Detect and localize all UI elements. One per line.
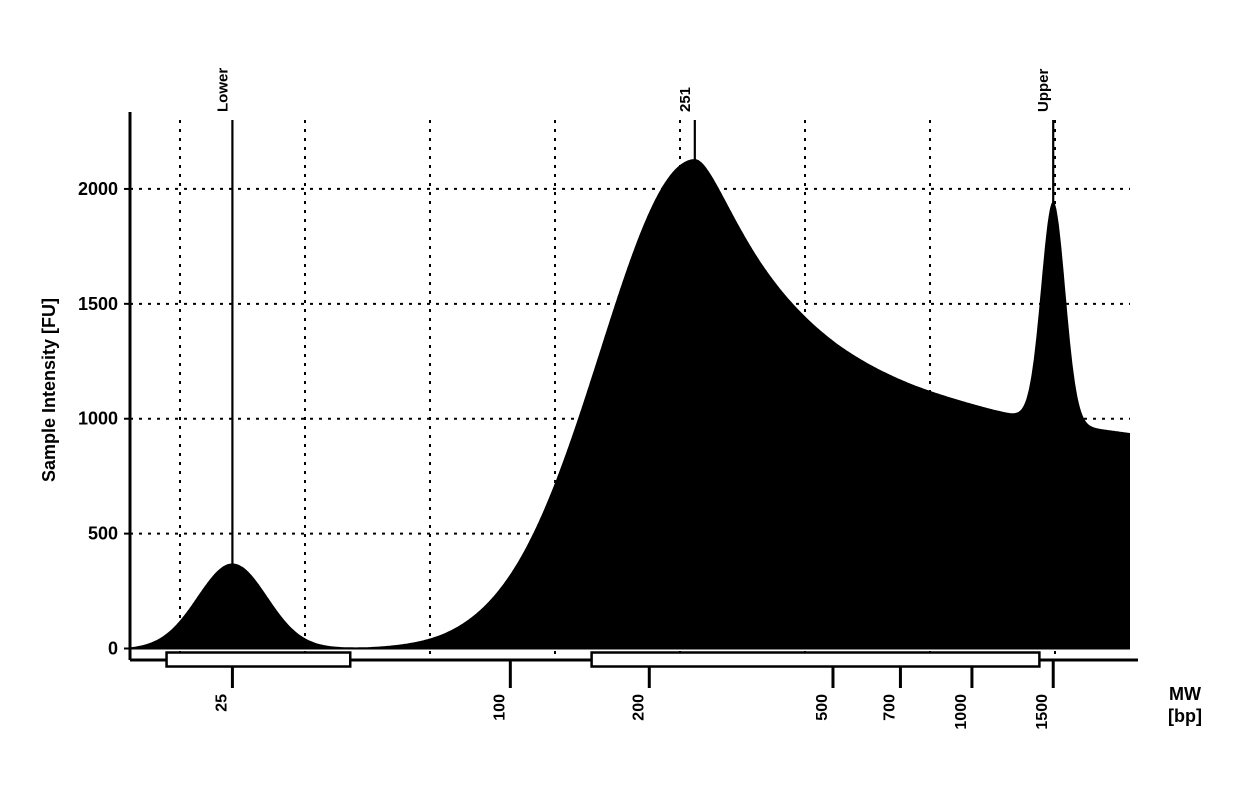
svg-text:1000: 1000 [78,409,118,429]
x-axis-label-1: MW [1169,684,1201,704]
svg-text:200: 200 [630,694,647,721]
svg-text:500: 500 [814,694,831,721]
svg-text:700: 700 [881,694,898,721]
x-axis-label-2: [bp] [1168,706,1202,726]
y-axis-label: Sample Intensity [FU] [39,298,59,482]
svg-text:1500: 1500 [1034,694,1051,730]
svg-text:500: 500 [88,524,118,544]
svg-text:1000: 1000 [953,694,970,730]
svg-text:1500: 1500 [78,294,118,314]
peak-label: Lower [214,68,231,112]
svg-text:2000: 2000 [78,179,118,199]
peak-label: Upper [1035,69,1052,113]
chart-svg: 0500100015002000Sample Intensity [FU]251… [0,0,1240,801]
electropherogram-chart: 0500100015002000Sample Intensity [FU]251… [0,0,1240,801]
svg-text:25: 25 [213,694,230,712]
svg-text:100: 100 [491,694,508,721]
peak-label: 251 [677,87,694,112]
svg-text:0: 0 [108,639,118,659]
